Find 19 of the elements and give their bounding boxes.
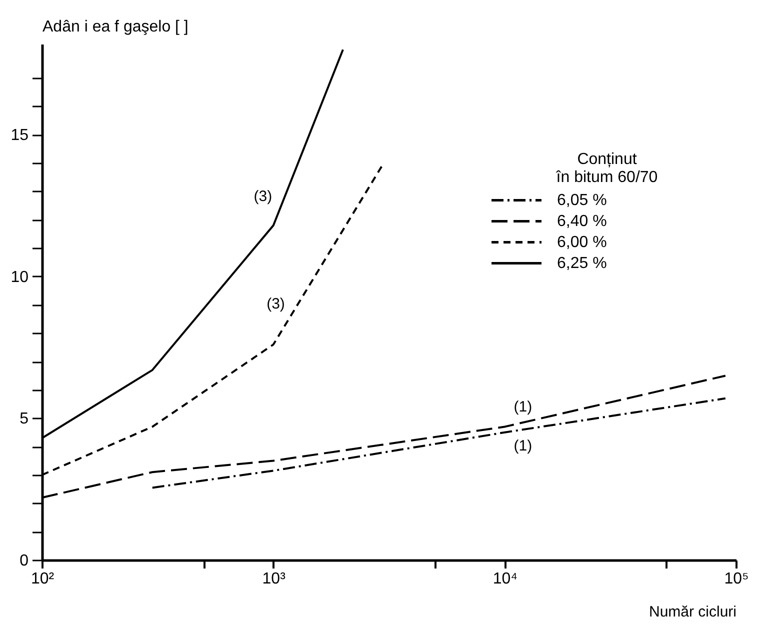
legend-label: 6,00 % [557, 234, 607, 252]
y-tick-label: 15 [10, 127, 29, 144]
x-tick-label: 10⁴ [492, 570, 518, 588]
y-tick-label: 10 [10, 268, 29, 286]
legend-title: Conținut în bitum 60/70 [555, 151, 658, 186]
annotation: (1) [514, 398, 532, 416]
legend-label: 6,05 % [557, 192, 607, 210]
y-tick-label: 5 [20, 410, 29, 428]
x-tick-label: 10³ [262, 570, 286, 588]
legend-label: 6,40 % [557, 213, 607, 230]
annotation: (1) [514, 438, 532, 455]
y-axis-title: Adân i ea f gaşelo [ ] [42, 18, 188, 36]
annotation: (3) [254, 188, 272, 205]
annotation: (3) [266, 296, 285, 313]
y-tick-label: 0 [20, 552, 29, 570]
x-axis-title: Număr cicluri [648, 604, 736, 620]
x-tick-label: 10² [30, 570, 55, 588]
legend-label: 6,25 % [557, 255, 607, 272]
x-tick-label: 10⁵ [724, 570, 749, 588]
